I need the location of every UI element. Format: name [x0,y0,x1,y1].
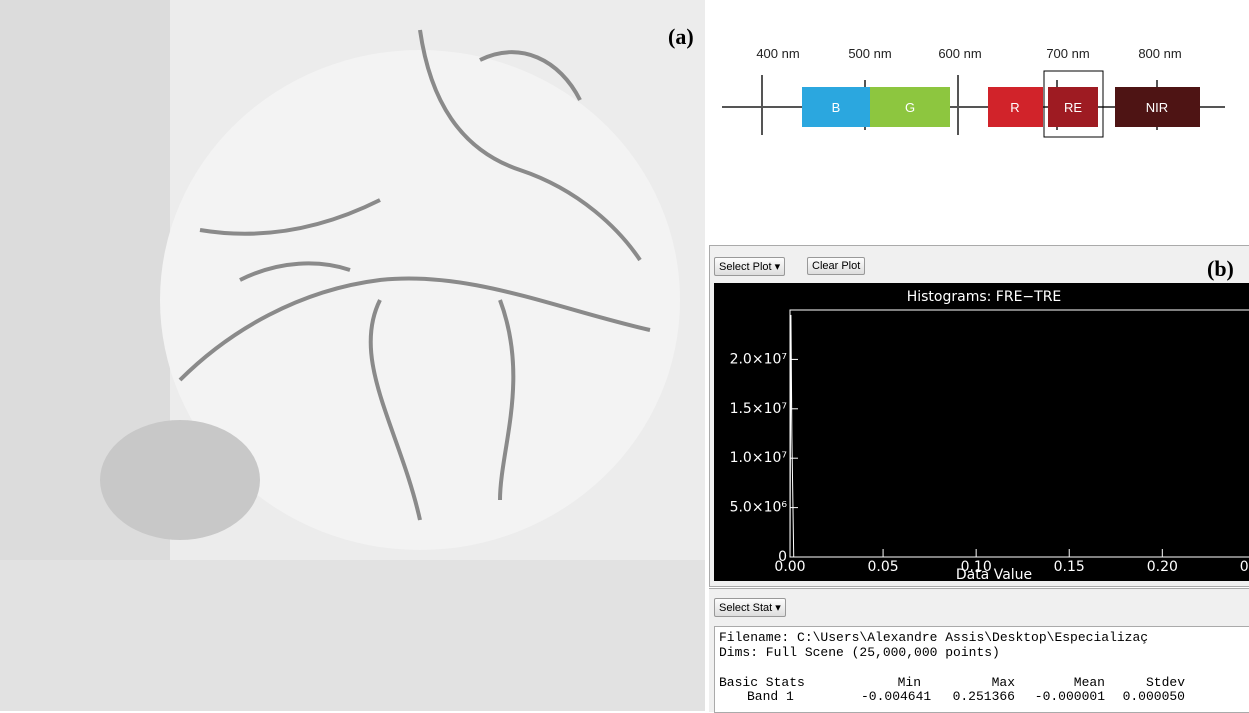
band-label: NIR [1146,100,1168,115]
stats-cell: 0.000050 [1115,689,1185,704]
wavelength-label: 800 nm [1138,46,1181,61]
x-tick-label: 0.10 [961,559,992,575]
x-tick-label: 0.05 [867,559,898,575]
chart-title: Histograms: FRE−TRE [907,289,1062,305]
wavelength-label: 600 nm [938,46,981,61]
page: (a) B G R RE NIR 400 nm 500 nm 600 nm 700 nm 800… [0,0,1249,711]
stats-cell: Basic Stats [719,675,819,690]
panel-label: (a) [668,24,694,50]
y-tick-label: 1.5×10⁷ [730,401,787,417]
stats-dims: Dims: Full Scene (25,000,000 points) [719,645,1000,660]
stats-cell: Band 1 [747,689,847,704]
wavelength-label: 500 nm [848,46,891,61]
select-plot-button[interactable]: Select Plot ▾ [714,257,785,276]
stats-cell: Min [861,675,921,690]
stats-text: Filename: C:\Users\Alexandre Assis\Deskt… [714,626,1249,713]
stats-cell: Max [935,675,1015,690]
clear-plot-button[interactable]: Clear Plot [807,257,865,275]
wavelength-label: 700 nm [1046,46,1089,61]
band-label: R [1010,100,1019,115]
stats-cell: -0.000001 [1025,689,1105,704]
stats-cell: Mean [1025,675,1105,690]
x-tick-label: 0.25 [1240,559,1249,575]
y-tick-label: 1.0×10⁷ [730,450,787,466]
y-tick-label: 2.0×10⁷ [730,351,787,367]
band-label: G [905,100,915,115]
stats-cell: 0.251366 [935,689,1015,704]
y-tick-label: 5.0×10⁶ [730,500,788,516]
x-tick-label: 0.20 [1147,559,1178,575]
stats-cell: -0.004641 [861,689,921,704]
band-diagram: B G R RE NIR 400 nm 500 nm 600 nm 700 nm 800 nm [705,0,1249,240]
stats-cell: Stdev [1115,675,1185,690]
x-tick-label: 0.00 [774,559,805,575]
satellite-image [0,0,705,711]
wavelength-label: 400 nm [756,46,799,61]
x-tick-label: 0.15 [1054,559,1085,575]
select-stat-button[interactable]: Select Stat ▾ [714,598,786,617]
band-label: RE [1064,100,1082,115]
panel-label: (b) [1207,256,1234,282]
band-label: B [832,100,841,115]
stats-filename: Filename: C:\Users\Alexandre Assis\Deskt… [719,630,1148,645]
